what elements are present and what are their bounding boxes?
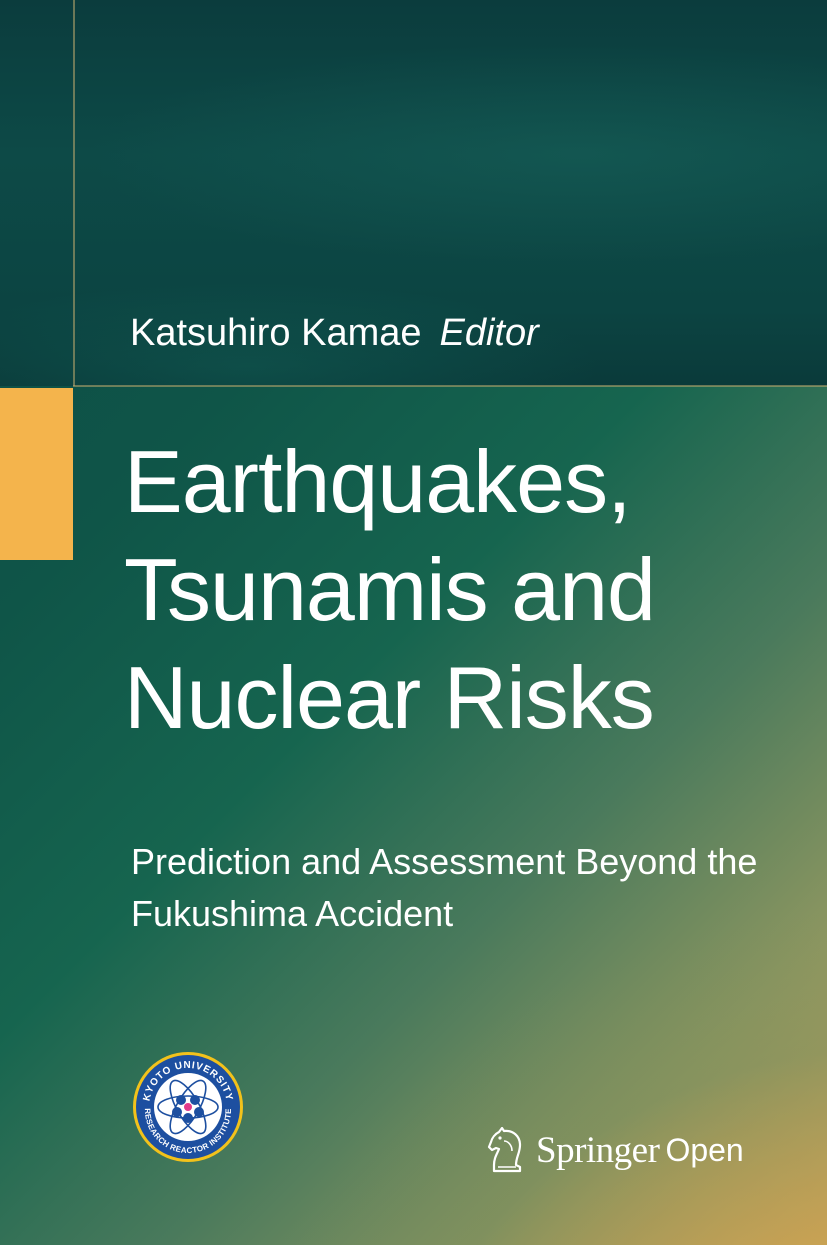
research-reactor-institute-logo: KYOTO UNIVERSITY RESEARCH REACTOR INSTIT… <box>133 1052 243 1162</box>
book-title: Earthquakes, Tsunamis and Nuclear Risks <box>124 428 814 752</box>
chess-knight-icon <box>487 1127 522 1173</box>
author-role: Editor <box>439 312 539 354</box>
accent-tab <box>0 388 73 560</box>
title-line: Earthquakes, <box>124 432 632 531</box>
author-name: Katsuhiro Kamae <box>130 312 422 354</box>
publisher-suffix: Open <box>665 1131 744 1168</box>
vertical-rule <box>73 0 75 386</box>
publisher-logo: Springer Open <box>486 1124 744 1176</box>
subtitle-line: Prediction and Assessment Beyond the <box>131 841 758 882</box>
top-band <box>0 0 827 386</box>
title-line: Tsunamis and <box>124 540 656 639</box>
author-line: Katsuhiro Kamae Editor <box>130 312 539 355</box>
publisher-name: Springer <box>536 1129 660 1171</box>
title-line: Nuclear Risks <box>124 648 655 747</box>
subtitle-line: Fukushima Accident <box>131 893 454 934</box>
horizontal-rule <box>73 385 827 387</box>
book-subtitle: Prediction and Assessment Beyond the Fuk… <box>131 836 791 940</box>
